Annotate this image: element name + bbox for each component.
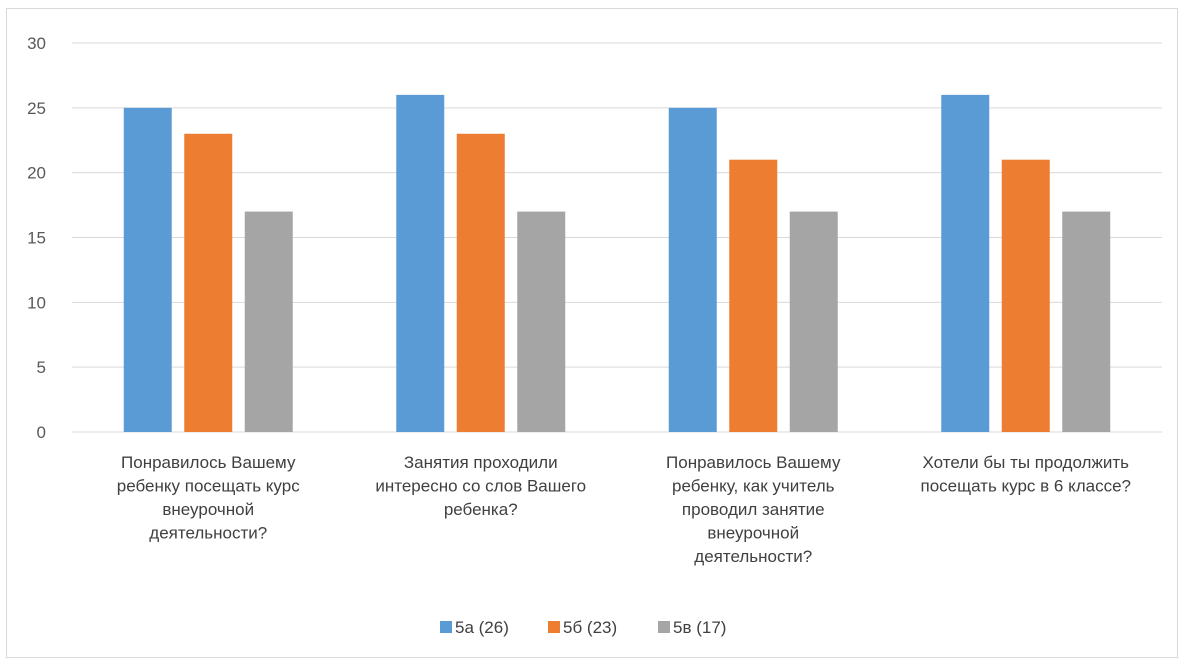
- gridlines: [72, 42, 1162, 433]
- bar: [184, 133, 233, 432]
- x-axis-category-labels: Понравилось Вашему ребенку посещать курс в…: [117, 453, 1131, 566]
- bar: [396, 94, 445, 432]
- y-axis-tick-labels: 0 5 10 15 20 25 30: [27, 34, 46, 442]
- legend-swatch: [440, 621, 452, 633]
- bar: [668, 107, 717, 432]
- y-tick-label: 10: [27, 293, 46, 312]
- legend: 5а (26) 5б (23) 5в (17): [440, 618, 726, 637]
- x-category-label: Хотели бы ты продолжить посещать курс в 6…: [920, 453, 1131, 496]
- y-tick-label: 25: [27, 99, 46, 118]
- bar: [1062, 211, 1111, 432]
- bar: [123, 107, 172, 432]
- legend-swatch: [548, 621, 560, 633]
- x-category-label: Понравилось Вашему ребенку посещать курс в…: [117, 453, 300, 543]
- y-tick-label: 30: [27, 34, 46, 53]
- bar: [941, 94, 990, 432]
- legend-swatch: [658, 621, 670, 633]
- x-category-label: Понравилось Вашему ребенку, как учитель пр…: [666, 453, 841, 566]
- bar: [729, 159, 778, 432]
- y-tick-label: 0: [37, 423, 46, 442]
- bar: [456, 133, 505, 432]
- bar: [244, 211, 293, 432]
- y-tick-label: 15: [27, 229, 46, 248]
- y-tick-label: 20: [27, 164, 46, 183]
- bar: [517, 211, 566, 432]
- bars: [123, 94, 1111, 432]
- legend-label: 5а (26): [455, 618, 509, 637]
- y-tick-label: 5: [37, 358, 46, 377]
- bar: [1001, 159, 1050, 432]
- legend-label: 5в (17): [673, 618, 726, 637]
- legend-label: 5б (23): [563, 618, 617, 637]
- x-category-label: Занятия проходили интересно со слов Вашег…: [375, 453, 586, 519]
- bar: [789, 211, 838, 432]
